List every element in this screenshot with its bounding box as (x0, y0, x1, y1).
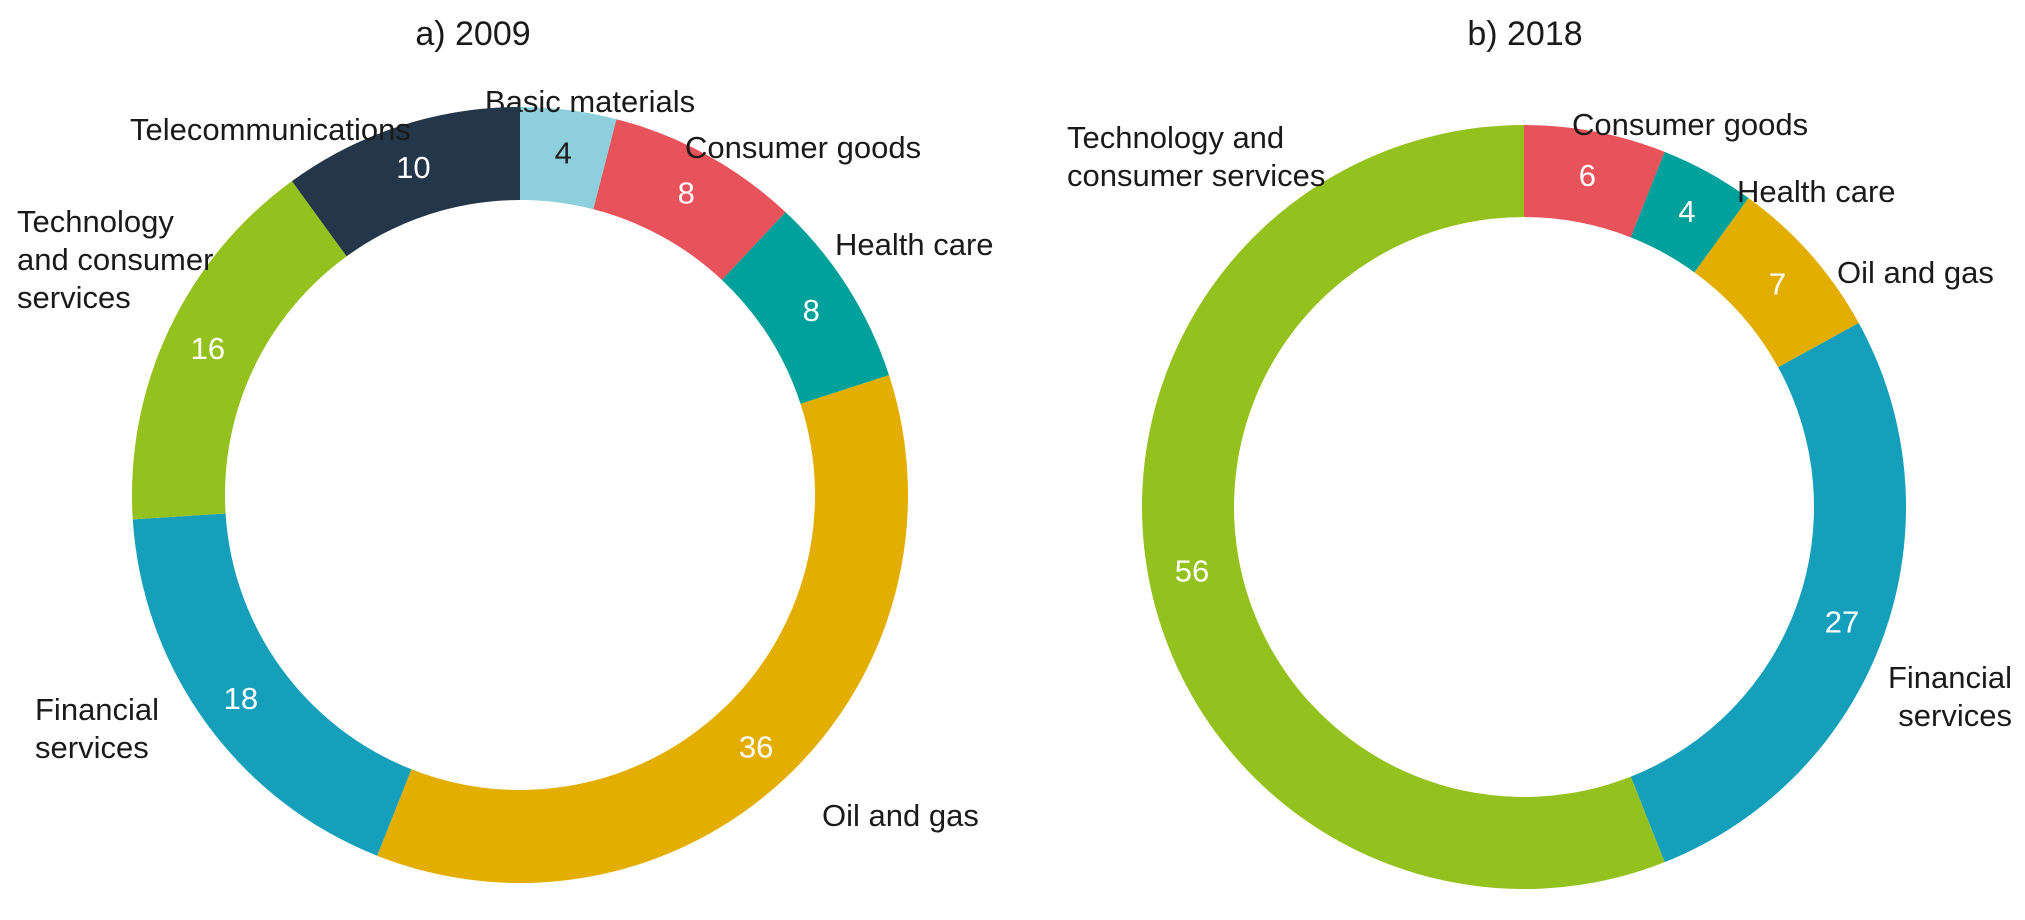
value-label-consumer-goods: 8 (678, 176, 695, 211)
slice-oil-and-gas (1694, 197, 1859, 368)
slice-health-care (1630, 151, 1749, 273)
value-label-basic-materials: 4 (555, 136, 572, 171)
value-label-technology-and-consumer-services: 16 (191, 331, 225, 366)
value-label-oil-and-gas: 7 (1769, 266, 1786, 301)
category-label-consumer-goods: Consumer goods (685, 130, 921, 165)
slice-technology-and-consumer-services (1141, 125, 1665, 890)
category-label-telecommunications: Telecommunications (130, 112, 411, 147)
value-label-technology-and-consumer-services: 56 (1175, 553, 1209, 588)
slice-consumer-goods (1524, 125, 1665, 238)
category-label-financial-services: Financial services (1888, 660, 2012, 733)
slice-oil-and-gas (377, 375, 908, 884)
category-label-consumer-goods: Consumer goods (1572, 107, 1808, 142)
value-label-oil-and-gas: 36 (739, 729, 773, 764)
chart-title-2018: b) 2018 (1467, 15, 1582, 53)
chart-title-2009: a) 2009 (415, 15, 530, 53)
chart-panel-2018: b) 2018 6 Consumer goods 4 Health care 7 Oil … (1067, 15, 2012, 890)
category-label-health-care: Health care (835, 227, 994, 262)
value-label-financial-services: 27 (1825, 604, 1859, 639)
category-label-financial-services: Financial services (35, 692, 159, 765)
category-label-health-care: Health care (1737, 174, 1896, 209)
slice-financial-services (1630, 322, 1906, 863)
slice-technology-and-consumer-services (132, 181, 347, 520)
value-label-telecommunications: 10 (396, 150, 430, 185)
value-label-financial-services: 18 (224, 681, 258, 716)
category-label-technology-and-consumer-services: Technology and consumer services (17, 204, 213, 315)
category-label-oil-and-gas: Oil and gas (822, 798, 979, 833)
slice-health-care (721, 212, 890, 404)
value-label-health-care: 4 (1678, 194, 1695, 229)
slice-basic-materials (520, 107, 617, 210)
slice-financial-services (132, 513, 412, 856)
slice-consumer-goods (593, 119, 786, 280)
category-label-technology-and-consumer-services: Technology and consumer services (1067, 120, 1325, 193)
slice-telecommunications (291, 107, 520, 257)
value-label-consumer-goods: 6 (1579, 158, 1596, 193)
category-label-oil-and-gas: Oil and gas (1837, 255, 1994, 290)
value-label-health-care: 8 (803, 293, 820, 328)
